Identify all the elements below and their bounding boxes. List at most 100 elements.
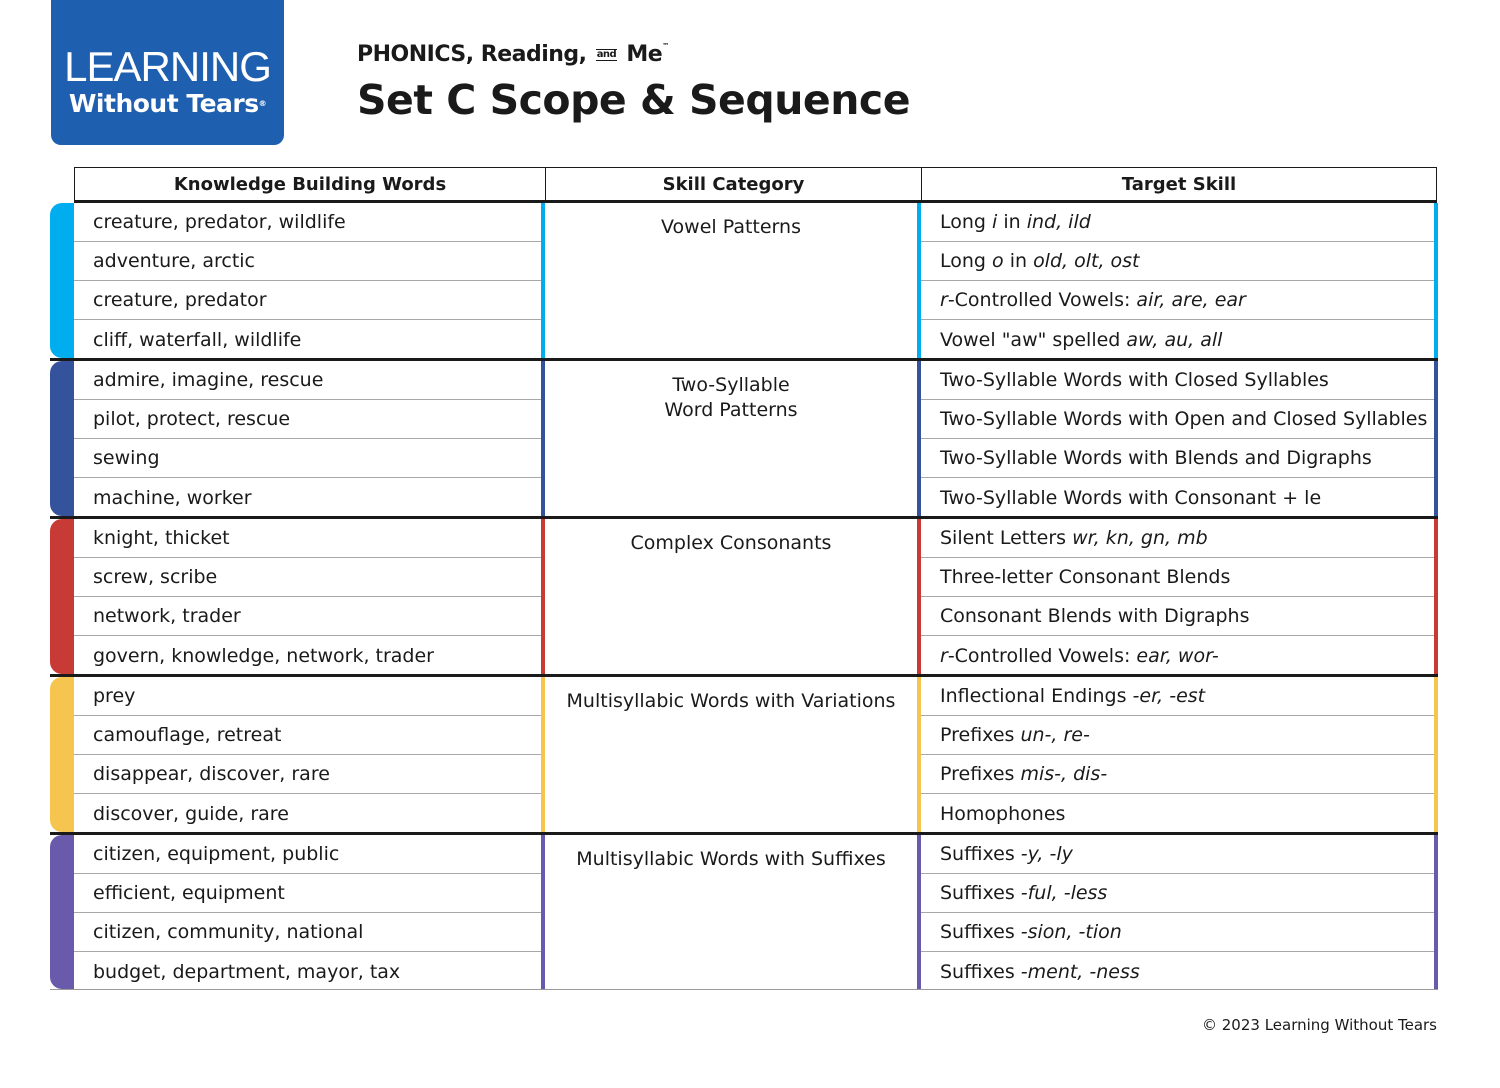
target-skill-cell: Two-Syllable Words with Open and Closed … — [921, 400, 1434, 439]
target-skill-text: i — [992, 211, 998, 233]
skill-category-line: Multisyllabic Words with Suffixes — [576, 848, 886, 870]
table-group: citizen, equipment, public efficient, equ… — [50, 835, 1438, 990]
target-skill-column: Two-Syllable Words with Closed Syllables… — [921, 361, 1438, 516]
target-skill-cell: Consonant Blends with Digraphs — [921, 597, 1434, 636]
skill-category-cell: Multisyllabic Words with Variations — [545, 677, 921, 832]
target-skill-text: Long — [940, 211, 993, 233]
knowledge-words-cell: cliff, waterfall, wildlife — [93, 328, 302, 351]
program-name-phonics: PHONICS, Reading, — [357, 42, 587, 67]
target-skill-text: Inflectional Endings — [940, 685, 1133, 707]
knowledge-words-column: admire, imagine, rescue pilot, protect, r… — [74, 361, 545, 516]
target-skill-text: un-, re- — [1020, 724, 1090, 746]
target-skill-cell: Two-Syllable Words with Blends and Digra… — [921, 439, 1434, 478]
target-skill-text: Prefixes — [940, 724, 1021, 746]
target-skill-text: -sion, -tion — [1020, 921, 1122, 943]
table-header-row: Knowledge Building Words Skill Category … — [74, 167, 1437, 203]
skill-category-cell: Two-Syllable Word Patterns — [545, 361, 921, 516]
target-skill-text: Two-Syllable Words with Blends and Digra… — [940, 447, 1372, 469]
knowledge-words-cell: disappear, discover, rare — [74, 755, 541, 794]
target-skill-text: Consonant Blends with Digraphs — [940, 605, 1250, 627]
skill-category-cell: Complex Consonants — [545, 519, 921, 674]
knowledge-words-column: prey camouflage, retreat disappear, discov… — [74, 677, 545, 832]
target-skill-text: Two-Syllable Words with Open and Closed … — [940, 408, 1428, 430]
target-skill-text: -er, -est — [1132, 685, 1206, 707]
target-skill-cell: Long o in old, olt, ost — [921, 242, 1434, 281]
target-skill-column: Suffixes -y, -ly Suffixes -ful, -less Suff… — [921, 835, 1438, 989]
knowledge-words-cell: machine, worker — [93, 486, 252, 509]
target-skill-text: Suffixes — [940, 843, 1021, 865]
target-skill-text: Vowel "aw" spelled — [940, 328, 1127, 351]
target-skill-text: mis-, dis- — [1020, 763, 1108, 785]
target-skill-text: air, are, ear — [1136, 289, 1246, 311]
knowledge-words-cell: discover, guide, rare — [93, 802, 289, 825]
knowledge-words-cell: creature, predator — [74, 281, 541, 320]
knowledge-words-cell: screw, scribe — [74, 558, 541, 597]
group-color-tab — [50, 361, 74, 516]
target-skill-cell: r -Controlled Vowels: ear, wor- — [921, 636, 1434, 675]
group-color-tab — [50, 835, 74, 989]
target-skill-text: -ment, -ness — [1020, 960, 1140, 983]
table-group: creature, predator, wildlife adventure, a… — [50, 203, 1438, 361]
knowledge-words-cell: creature, predator, wildlife — [74, 203, 541, 242]
target-skill-cell: Vowel "aw" spelled aw, au, all — [921, 320, 1434, 359]
registered-mark: ® — [258, 99, 267, 108]
target-skill-cell: Suffixes -y, -ly — [921, 835, 1434, 874]
program-name-and: and — [595, 49, 618, 61]
target-skill-cell: Inflectional Endings -er, -est — [921, 677, 1434, 716]
table-group: knight, thicket screw, scribe network, tra… — [50, 519, 1438, 677]
target-skill-cell: Silent Letters wr, kn, gn, mb — [921, 519, 1434, 558]
knowledge-words-cell: govern, knowledge, network, trader — [93, 644, 434, 667]
target-skill-text: o — [992, 250, 1004, 272]
skill-category-cell: Multisyllabic Words with Suffixes — [545, 835, 921, 989]
skill-category-line: Two-Syllable — [672, 374, 790, 396]
target-skill-cell: Suffixes -ful, -less — [921, 874, 1434, 913]
skill-category-line: Word Patterns — [664, 399, 798, 421]
target-skill-column: Silent Letters wr, kn, gn, mb Three-lette… — [921, 519, 1438, 674]
logo-line-without-tears-text: Without Tears — [68, 89, 259, 118]
knowledge-words-cell: knight, thicket — [74, 519, 541, 558]
target-skill-cell: Prefixes un-, re- — [921, 716, 1434, 755]
knowledge-words-cell: adventure, arctic — [74, 242, 541, 281]
target-skill-text: Suffixes — [940, 960, 1021, 983]
group-color-tab — [50, 203, 74, 358]
knowledge-words-cell: admire, imagine, rescue — [74, 361, 541, 400]
target-skill-text: ear, wor- — [1136, 644, 1219, 667]
target-skill-cell: Two-Syllable Words with Consonant + le — [921, 478, 1434, 517]
target-skill-text: -y, -ly — [1020, 843, 1073, 865]
table-body: creature, predator, wildlife adventure, a… — [50, 203, 1438, 990]
target-skill-text: aw, au, all — [1126, 328, 1223, 351]
knowledge-words-cell: network, trader — [74, 597, 541, 636]
target-skill-text: wr, kn, gn, mb — [1072, 527, 1208, 549]
target-skill-text: r — [940, 644, 948, 667]
skill-category-line: Vowel Patterns — [661, 216, 801, 238]
knowledge-words-cell: prey — [74, 677, 541, 716]
knowledge-words-cell: camouflage, retreat — [74, 716, 541, 755]
target-skill-text: Homophones — [940, 802, 1066, 825]
target-skill-cell: Suffixes -sion, -tion — [921, 913, 1434, 952]
scope-sequence-table: Knowledge Building Words Skill Category … — [50, 167, 1438, 990]
target-skill-column: Long i in ind, ild Long o in old, olt, os… — [921, 203, 1438, 358]
target-skill-text: in — [1003, 250, 1034, 272]
page-title: Set C Scope & Sequence — [357, 76, 911, 124]
header-skill-category: Skill Category — [546, 168, 922, 200]
knowledge-words-cell: citizen, community, national — [74, 913, 541, 952]
target-skill-text: ind, ild — [1026, 211, 1091, 233]
knowledge-words-cell: efficient, equipment — [74, 874, 541, 913]
knowledge-words-cell: pilot, protect, rescue — [74, 400, 541, 439]
copyright-text: © 2023 Learning Without Tears — [1201, 1016, 1437, 1034]
program-name: PHONICS, Reading, and Me™ — [357, 42, 669, 67]
skill-category-line: Multisyllabic Words with Variations — [566, 690, 896, 712]
group-color-tab — [50, 519, 74, 674]
knowledge-words-cell: citizen, equipment, public — [74, 835, 541, 874]
target-skill-text: -Controlled Vowels: — [947, 644, 1137, 667]
table-group: admire, imagine, rescue pilot, protect, r… — [50, 361, 1438, 519]
knowledge-words-column: citizen, equipment, public efficient, equ… — [74, 835, 545, 989]
target-skill-text: old, olt, ost — [1033, 250, 1140, 272]
table-group: prey camouflage, retreat disappear, discov… — [50, 677, 1438, 835]
target-skill-text: Two-Syllable Words with Closed Syllables — [940, 369, 1329, 391]
logo-line-without-tears: Without Tears® — [51, 90, 284, 118]
target-skill-text: r — [940, 289, 948, 311]
target-skill-text: Three-letter Consonant Blends — [940, 566, 1231, 588]
target-skill-text: in — [997, 211, 1027, 233]
target-skill-column: Inflectional Endings -er, -est Prefixes u… — [921, 677, 1438, 832]
